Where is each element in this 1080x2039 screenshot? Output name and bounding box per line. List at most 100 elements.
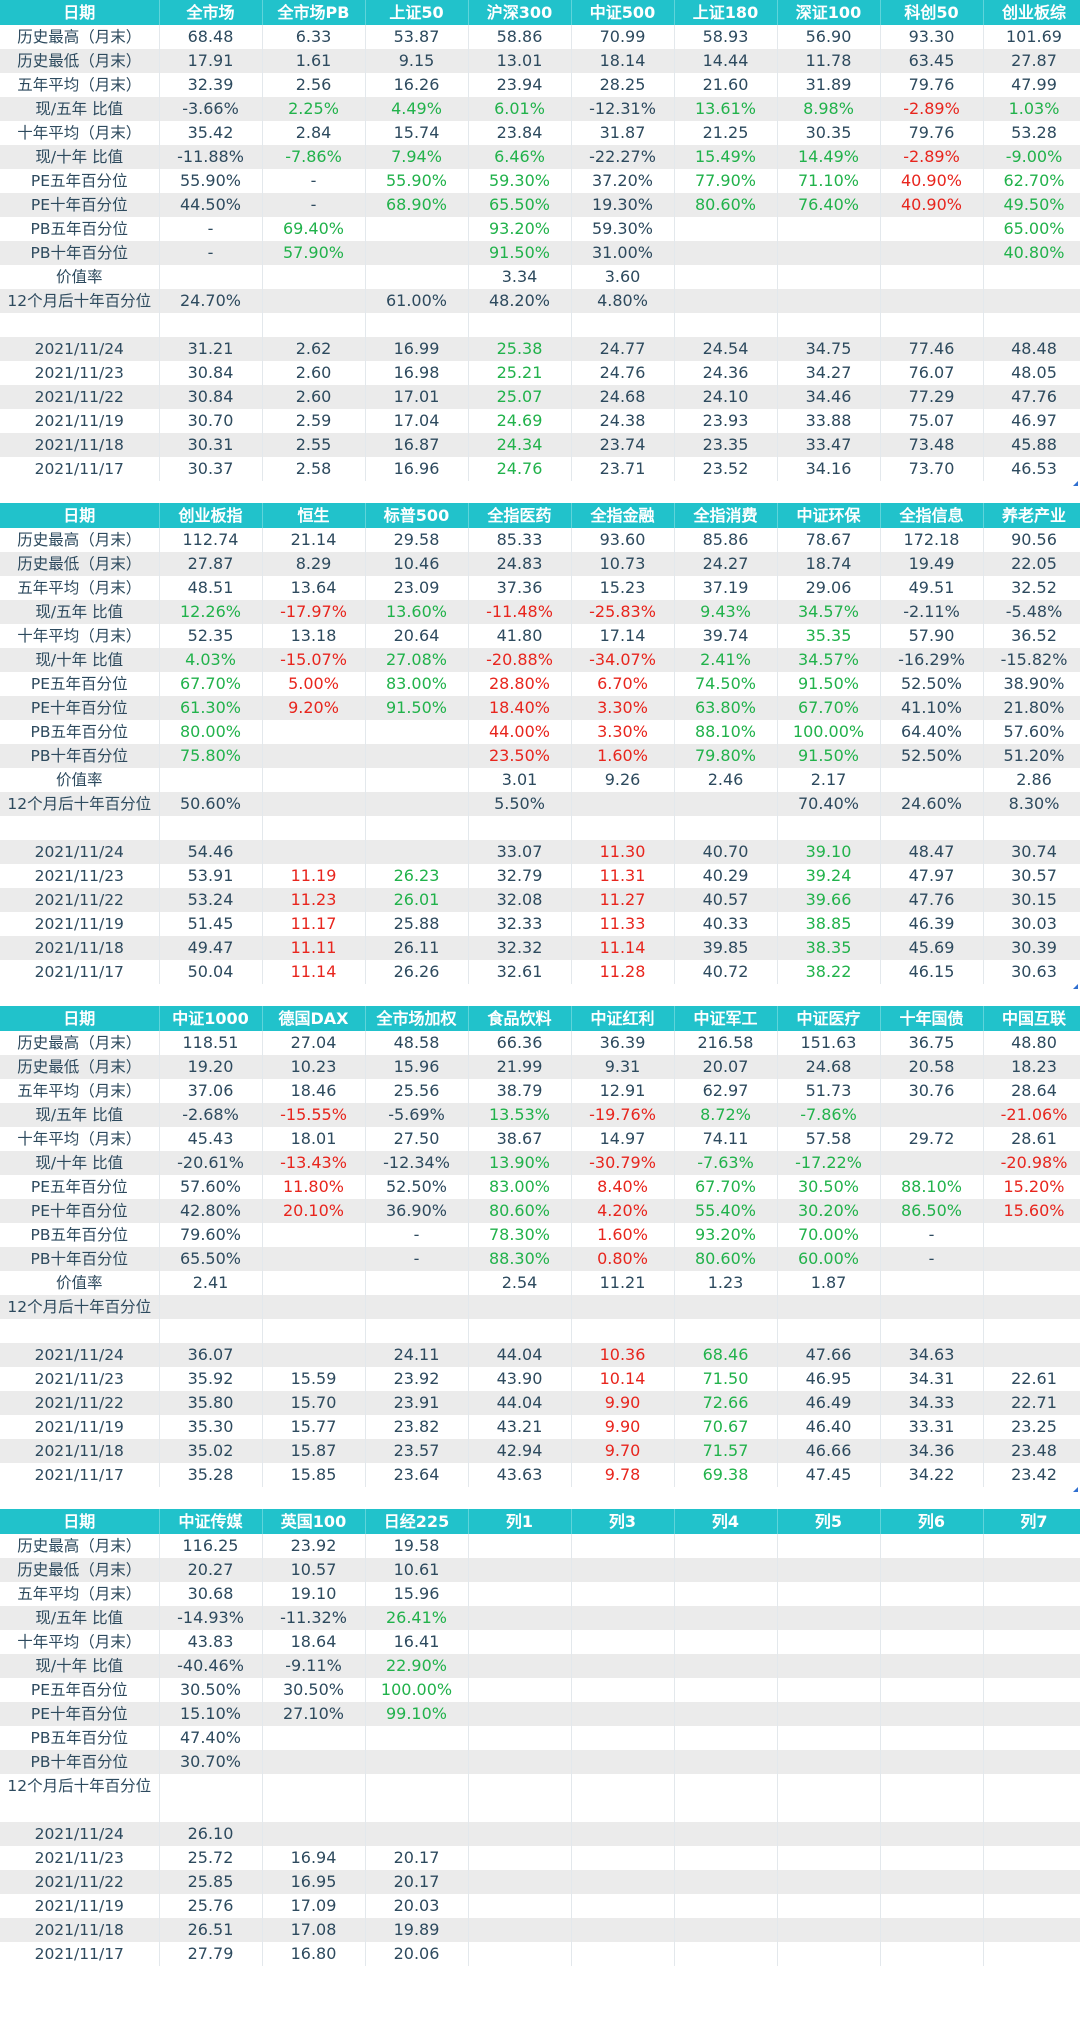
table-cell[interactable]: 71.50 (674, 1367, 778, 1391)
table-cell[interactable] (571, 1942, 675, 1966)
table-cell[interactable]: 85.86 (674, 528, 778, 552)
row-label[interactable]: 历史最低（月末） (0, 1558, 160, 1582)
row-label[interactable]: 2021/11/23 (0, 1367, 160, 1391)
table-cell[interactable]: 36.52 (983, 624, 1080, 648)
table-cell[interactable]: 28.25 (571, 73, 675, 97)
table-cell[interactable]: 16.26 (365, 73, 469, 97)
table-cell[interactable]: 11.28 (571, 960, 675, 984)
table-cell[interactable]: 24.76 (571, 361, 675, 385)
table-cell[interactable]: 62.97 (674, 1079, 778, 1103)
row-label[interactable]: PB五年百分位 (0, 1223, 160, 1247)
table-cell[interactable]: 16.80 (262, 1942, 366, 1966)
table-cell[interactable]: 14.44 (674, 49, 778, 73)
table-cell[interactable]: 79.76 (880, 121, 984, 145)
table-cell[interactable]: 47.99 (983, 73, 1080, 97)
table-cell[interactable] (159, 1295, 263, 1319)
table-cell[interactable]: 12.91 (571, 1079, 675, 1103)
row-label[interactable]: 五年平均（月末） (0, 576, 160, 600)
table-cell[interactable]: 29.58 (365, 528, 469, 552)
table-cell[interactable]: 40.80% (983, 241, 1080, 265)
table-cell[interactable]: 10.14 (571, 1367, 675, 1391)
table-cell[interactable]: 23.91 (365, 1391, 469, 1415)
table-cell[interactable]: 9.90 (571, 1415, 675, 1439)
table-cell[interactable] (262, 744, 366, 768)
table-cell[interactable]: 3.60 (571, 265, 675, 289)
table-cell[interactable] (365, 1750, 469, 1774)
table-cell[interactable]: 74.11 (674, 1127, 778, 1151)
table-cell[interactable]: 38.85 (777, 912, 881, 936)
row-label[interactable]: 五年平均（月末） (0, 73, 160, 97)
table-cell[interactable]: 36.07 (159, 1343, 263, 1367)
table-cell[interactable] (777, 1534, 881, 1558)
table-cell[interactable]: 51.73 (777, 1079, 881, 1103)
table-cell[interactable]: -3.66% (159, 97, 263, 121)
table-cell[interactable]: 24.83 (468, 552, 572, 576)
table-cell[interactable]: - (159, 241, 263, 265)
table-cell[interactable]: 31.00% (571, 241, 675, 265)
table-cell[interactable]: 20.17 (365, 1846, 469, 1870)
table-cell[interactable] (880, 1894, 984, 1918)
table-cell[interactable] (262, 1774, 366, 1798)
row-label[interactable]: 2021/11/22 (0, 1870, 160, 1894)
table-cell[interactable]: -30.79% (571, 1151, 675, 1175)
table-cell[interactable]: 46.15 (880, 960, 984, 984)
table-cell[interactable]: -19.76% (571, 1103, 675, 1127)
table-cell[interactable]: 1.23 (674, 1271, 778, 1295)
row-label[interactable]: 十年平均（月末） (0, 121, 160, 145)
table-cell[interactable]: 100.00% (777, 720, 881, 744)
table-cell[interactable] (674, 1726, 778, 1750)
table-cell[interactable]: 46.53 (983, 457, 1080, 481)
table-cell[interactable]: 13.01 (468, 49, 572, 73)
table-cell[interactable] (262, 313, 366, 337)
table-cell[interactable]: 47.76 (880, 888, 984, 912)
table-cell[interactable]: 40.90% (880, 169, 984, 193)
table-cell[interactable] (674, 1822, 778, 1846)
table-cell[interactable]: 27.50 (365, 1127, 469, 1151)
table-cell[interactable]: 21.80% (983, 696, 1080, 720)
row-label[interactable]: 历史最高（月末） (0, 528, 160, 552)
table-cell[interactable] (468, 1750, 572, 1774)
table-cell[interactable]: 20.06 (365, 1942, 469, 1966)
row-label[interactable]: PE十年百分位 (0, 696, 160, 720)
table-cell[interactable]: 32.79 (468, 864, 572, 888)
column-header[interactable]: 全指金融 (571, 503, 675, 528)
table-cell[interactable]: 75.07 (880, 409, 984, 433)
table-cell[interactable]: 37.36 (468, 576, 572, 600)
table-cell[interactable]: 28.61 (983, 1127, 1080, 1151)
table-cell[interactable]: 20.58 (880, 1055, 984, 1079)
table-cell[interactable] (880, 1630, 984, 1654)
table-cell[interactable]: 32.33 (468, 912, 572, 936)
table-cell[interactable] (983, 1846, 1080, 1870)
table-cell[interactable] (983, 1247, 1080, 1271)
table-cell[interactable]: 79.80% (674, 744, 778, 768)
table-cell[interactable]: 30.35 (777, 121, 881, 145)
table-cell[interactable] (777, 1678, 881, 1702)
table-cell[interactable]: 43.83 (159, 1630, 263, 1654)
table-cell[interactable] (262, 1822, 366, 1846)
table-cell[interactable]: 38.67 (468, 1127, 572, 1151)
table-cell[interactable] (983, 1319, 1080, 1343)
table-cell[interactable]: 13.53% (468, 1103, 572, 1127)
row-label[interactable]: 十年平均（月末） (0, 1127, 160, 1151)
table-cell[interactable]: 9.26 (571, 768, 675, 792)
table-cell[interactable]: 22.05 (983, 552, 1080, 576)
table-cell[interactable]: 28.80% (468, 672, 572, 696)
table-cell[interactable]: 30.03 (983, 912, 1080, 936)
table-cell[interactable]: 30.84 (159, 361, 263, 385)
table-cell[interactable] (983, 1750, 1080, 1774)
table-cell[interactable]: 11.31 (571, 864, 675, 888)
table-cell[interactable]: -15.07% (262, 648, 366, 672)
table-cell[interactable] (674, 816, 778, 840)
table-cell[interactable] (262, 265, 366, 289)
table-cell[interactable]: 13.18 (262, 624, 366, 648)
column-header[interactable]: 德国DAX (262, 1006, 366, 1031)
column-header[interactable]: 沪深300 (468, 0, 572, 25)
table-cell[interactable] (571, 1894, 675, 1918)
table-cell[interactable]: 23.09 (365, 576, 469, 600)
table-cell[interactable]: 22.71 (983, 1391, 1080, 1415)
table-cell[interactable] (983, 1774, 1080, 1798)
table-cell[interactable] (983, 1822, 1080, 1846)
table-cell[interactable] (880, 1103, 984, 1127)
table-cell[interactable]: 48.20% (468, 289, 572, 313)
table-cell[interactable]: 34.63 (880, 1343, 984, 1367)
